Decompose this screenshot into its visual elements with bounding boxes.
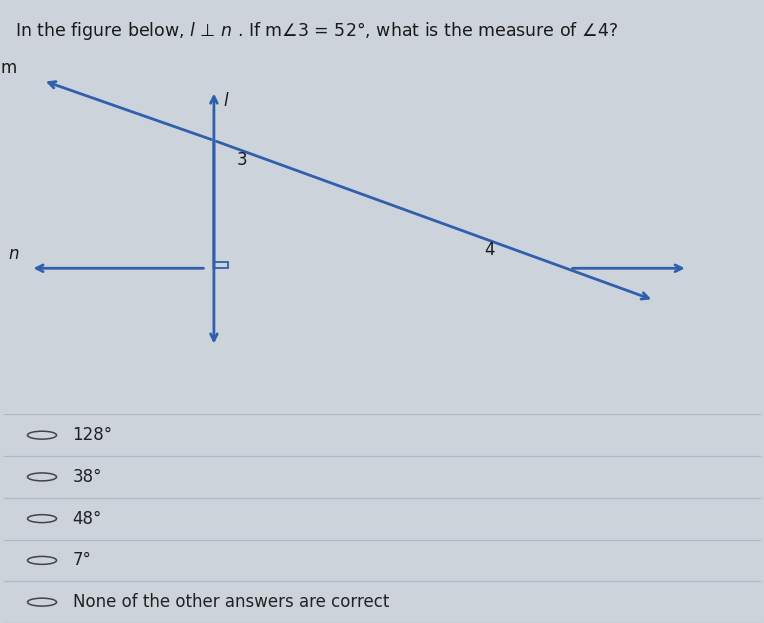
Text: m: m (0, 59, 16, 77)
Text: $n$: $n$ (8, 245, 19, 263)
Text: 3: 3 (237, 151, 248, 169)
Text: 7°: 7° (73, 551, 92, 569)
Text: 48°: 48° (73, 510, 102, 528)
Text: In the figure below, $l$ ⊥ $n$ . If m∠3 = 52°, what is the measure of ∠4?: In the figure below, $l$ ⊥ $n$ . If m∠3 … (15, 20, 618, 42)
Text: 38°: 38° (73, 468, 102, 486)
Text: 128°: 128° (73, 426, 113, 444)
Text: 4: 4 (484, 241, 495, 259)
Text: $l$: $l$ (223, 92, 230, 110)
Text: None of the other answers are correct: None of the other answers are correct (73, 593, 389, 611)
